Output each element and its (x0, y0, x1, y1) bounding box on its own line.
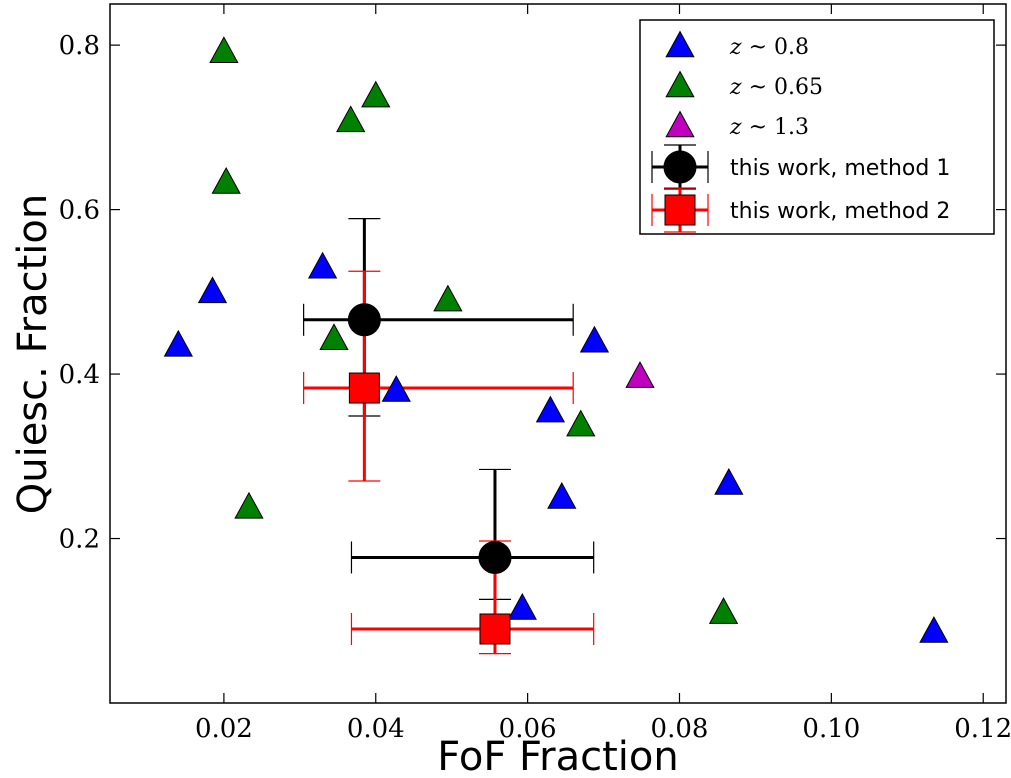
y-axis-title: Quiesc. Fraction (10, 194, 56, 515)
plot-frame (109, 3, 1007, 704)
data-point-triangle (708, 597, 739, 624)
data-point-triangle (336, 105, 366, 133)
data-point-triangle (197, 276, 228, 304)
legend-item: z ~ 0.65 (665, 70, 823, 100)
legend-label: this work, method 2 (730, 199, 950, 224)
data-point-triangle (507, 592, 537, 620)
error-bar (303, 218, 574, 417)
legend-item: this work, method 1 (651, 144, 950, 190)
legend-marker-triangle (665, 30, 695, 58)
legend-item: z ~ 0.8 (665, 30, 809, 60)
data-point-circle (478, 540, 512, 574)
data-point-triangle (211, 167, 241, 194)
legend-label: z ~ 1.3 (729, 115, 809, 140)
x-tick-label: 0.06 (499, 714, 557, 744)
data-point-triangle (307, 251, 338, 279)
data-point-triangle (209, 36, 239, 63)
x-tick-label: 0.12 (954, 714, 1011, 744)
data-point-circle (347, 303, 381, 337)
data-point-triangle (547, 481, 577, 509)
data-point-square (479, 613, 511, 645)
data-point-square (348, 372, 380, 404)
y-tick-label: 0.2 (59, 525, 100, 555)
legend-label: z ~ 0.8 (729, 35, 809, 60)
error-bar (350, 468, 595, 600)
data-point-triangle (919, 616, 949, 643)
x-tick-label: 0.10 (802, 714, 860, 744)
y-tick-label: 0.4 (59, 360, 100, 390)
legend-marker-square (664, 194, 696, 226)
legend-label: z ~ 0.65 (729, 75, 823, 100)
legend-marker-triangle (665, 70, 695, 98)
axis-tick-labels: 0.02 0.04 0.06 0.08 0.10 0.12 0.2 0.4 0.6 0.8 (59, 31, 1011, 744)
legend-item: this work, method 2 (651, 187, 950, 233)
data-point-triangle (163, 329, 193, 357)
data-point-triangle (433, 284, 463, 312)
legend-item: z ~ 1.3 (665, 110, 809, 140)
axis-ticks (110, 4, 1006, 703)
data-point-triangle (381, 375, 411, 402)
legend-label: this work, method 1 (730, 156, 950, 181)
x-tick-label: 0.08 (651, 714, 709, 744)
data-point-triangle (361, 80, 391, 108)
data-point-triangle (566, 409, 596, 437)
y-tick-label: 0.8 (59, 31, 100, 61)
legend-box (639, 19, 995, 235)
error-bars (303, 218, 595, 655)
data-point-triangle (625, 361, 655, 388)
legend: z ~ 0.8 z ~ 0.65 z ~ 1.3 this work, method … (639, 19, 995, 235)
x-tick-label: 0.04 (347, 714, 405, 744)
x-axis-title: FoF Fraction (437, 734, 678, 778)
x-tick-label: 0.02 (195, 714, 253, 744)
data-point-triangle (234, 491, 264, 519)
y-tick-label: 0.6 (59, 196, 100, 226)
data-point-triangle (319, 323, 349, 350)
data-point-triangle (579, 325, 610, 353)
legend-marker-triangle (665, 110, 695, 138)
legend-marker-circle (663, 150, 697, 184)
data-point-triangle (535, 395, 566, 423)
data-markers (163, 36, 949, 645)
data-point-triangle (714, 467, 744, 495)
